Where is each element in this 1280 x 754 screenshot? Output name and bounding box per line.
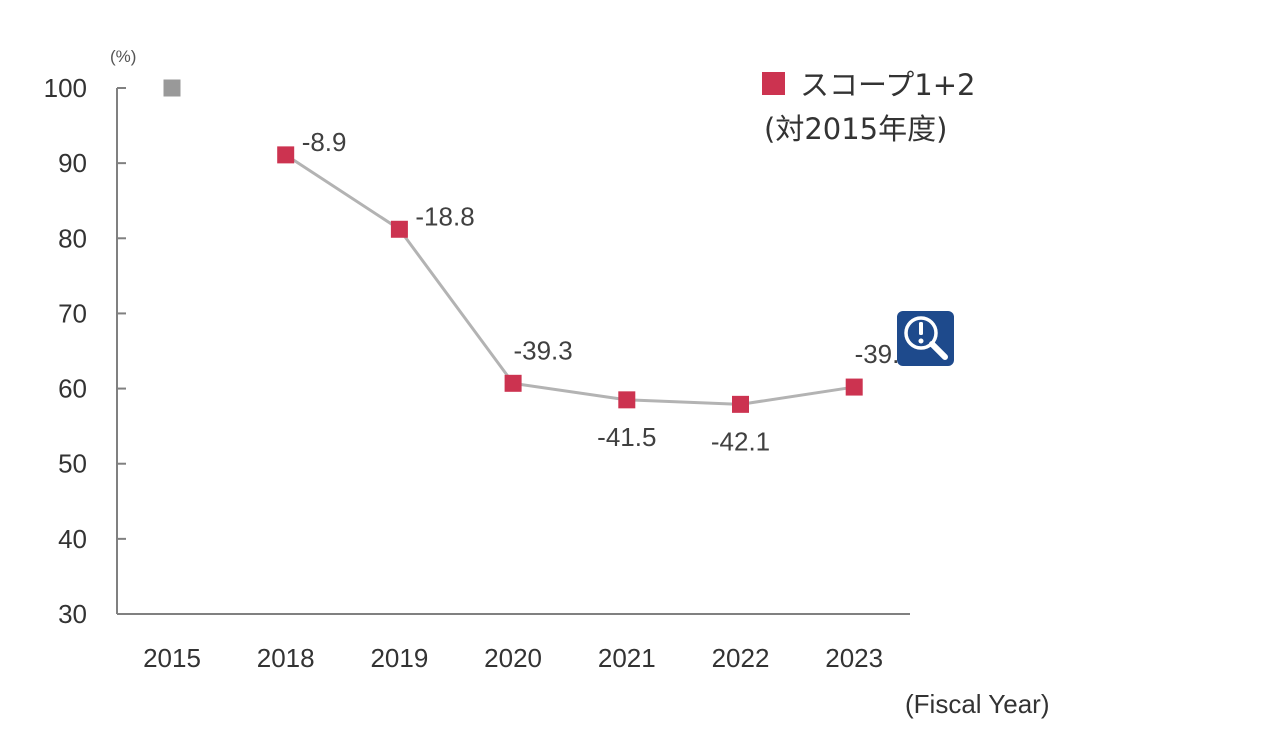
y-unit-label: (%) — [110, 47, 136, 66]
x-tick-label: 2018 — [257, 643, 315, 673]
y-axis-ticks: 100 90 80 70 60 50 40 30 — [44, 73, 126, 629]
data-point — [504, 374, 522, 392]
x-tick-label: 2020 — [484, 643, 542, 673]
legend: スコープ1+2 (対2015年度) — [762, 68, 975, 146]
data-labels: -8.9-18.8-39.3-41.5 -42.1-39.8 — [302, 127, 914, 456]
data-label: -42.1 — [711, 426, 770, 456]
y-tick-label: 50 — [58, 449, 87, 479]
y-tick-label: 60 — [58, 374, 87, 404]
baseline-point — [163, 79, 181, 97]
x-axis-ticks: 2015 2018 2019 2020 2021 2022 2023 — [143, 643, 883, 673]
x-tick-label: 2023 — [825, 643, 883, 673]
data-point — [390, 220, 408, 238]
data-point — [277, 146, 295, 164]
legend-label: スコープ1+2 — [800, 68, 975, 102]
y-tick-label: 80 — [58, 223, 87, 253]
data-point — [618, 391, 636, 409]
x-axis-title: (Fiscal Year) — [905, 689, 1050, 719]
y-tick-label: 40 — [58, 524, 87, 554]
data-label: -8.9 — [302, 127, 347, 157]
x-tick-label: 2021 — [598, 643, 656, 673]
data-point — [732, 395, 749, 413]
data-label: -41.5 — [597, 422, 656, 452]
y-tick-label: 90 — [58, 148, 87, 178]
data-label: -18.8 — [415, 201, 474, 231]
zoom-button[interactable] — [897, 311, 954, 366]
legend-sublabel: (対2015年度) — [764, 112, 947, 146]
zoom-alert-icon — [904, 316, 948, 360]
x-tick-label: 2015 — [143, 643, 201, 673]
series-line — [284, 153, 855, 406]
data-label: -39.3 — [513, 335, 572, 365]
y-tick-label: 70 — [58, 298, 87, 328]
y-tick-label: 100 — [44, 73, 87, 103]
data-point — [845, 378, 863, 396]
x-tick-label: 2019 — [370, 643, 428, 673]
x-tick-label: 2022 — [712, 643, 770, 673]
y-tick-label: 30 — [58, 599, 87, 629]
axes — [116, 88, 910, 615]
series — [163, 79, 863, 413]
legend-swatch — [762, 72, 785, 95]
